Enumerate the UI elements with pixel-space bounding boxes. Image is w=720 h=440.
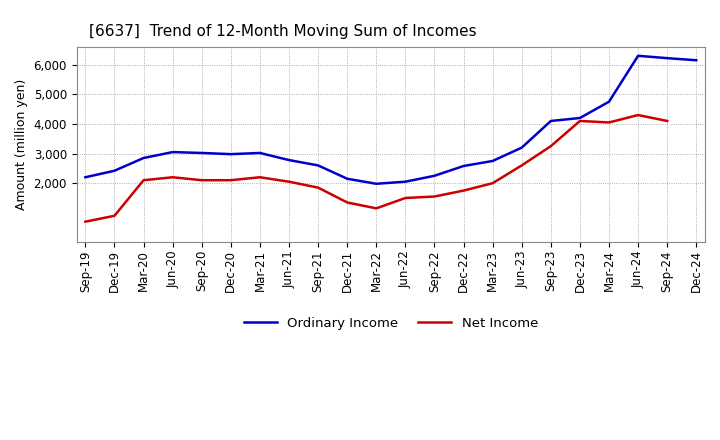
- Ordinary Income: [197, 150, 206, 156]
- Ordinary Income: [430, 173, 438, 178]
- Net Income: [575, 118, 584, 124]
- Ordinary Income: [110, 168, 119, 173]
- Legend: Ordinary Income, Net Income: Ordinary Income, Net Income: [238, 312, 544, 335]
- Net Income: [139, 178, 148, 183]
- Net Income: [663, 118, 672, 124]
- Y-axis label: Amount (million yen): Amount (million yen): [15, 79, 28, 210]
- Line: Net Income: Net Income: [86, 115, 667, 222]
- Ordinary Income: [575, 115, 584, 121]
- Ordinary Income: [372, 181, 381, 187]
- Text: [6637]  Trend of 12-Month Moving Sum of Incomes: [6637] Trend of 12-Month Moving Sum of I…: [89, 24, 477, 39]
- Ordinary Income: [227, 151, 235, 157]
- Net Income: [518, 163, 526, 168]
- Ordinary Income: [663, 55, 672, 61]
- Ordinary Income: [401, 179, 410, 184]
- Net Income: [343, 200, 351, 205]
- Ordinary Income: [518, 145, 526, 150]
- Net Income: [314, 185, 323, 190]
- Net Income: [256, 175, 264, 180]
- Ordinary Income: [343, 176, 351, 181]
- Ordinary Income: [314, 163, 323, 168]
- Ordinary Income: [692, 58, 701, 63]
- Net Income: [168, 175, 177, 180]
- Net Income: [430, 194, 438, 199]
- Ordinary Income: [459, 163, 468, 169]
- Net Income: [284, 179, 293, 184]
- Net Income: [110, 213, 119, 218]
- Ordinary Income: [634, 53, 642, 59]
- Net Income: [488, 180, 497, 186]
- Ordinary Income: [284, 158, 293, 163]
- Ordinary Income: [81, 175, 90, 180]
- Line: Ordinary Income: Ordinary Income: [86, 56, 696, 184]
- Net Income: [197, 178, 206, 183]
- Net Income: [227, 178, 235, 183]
- Ordinary Income: [139, 155, 148, 161]
- Net Income: [459, 188, 468, 193]
- Ordinary Income: [488, 158, 497, 164]
- Net Income: [634, 112, 642, 117]
- Ordinary Income: [546, 118, 555, 124]
- Ordinary Income: [256, 150, 264, 156]
- Ordinary Income: [605, 99, 613, 104]
- Net Income: [372, 206, 381, 211]
- Net Income: [605, 120, 613, 125]
- Ordinary Income: [168, 150, 177, 155]
- Net Income: [546, 143, 555, 149]
- Net Income: [401, 195, 410, 201]
- Net Income: [81, 219, 90, 224]
